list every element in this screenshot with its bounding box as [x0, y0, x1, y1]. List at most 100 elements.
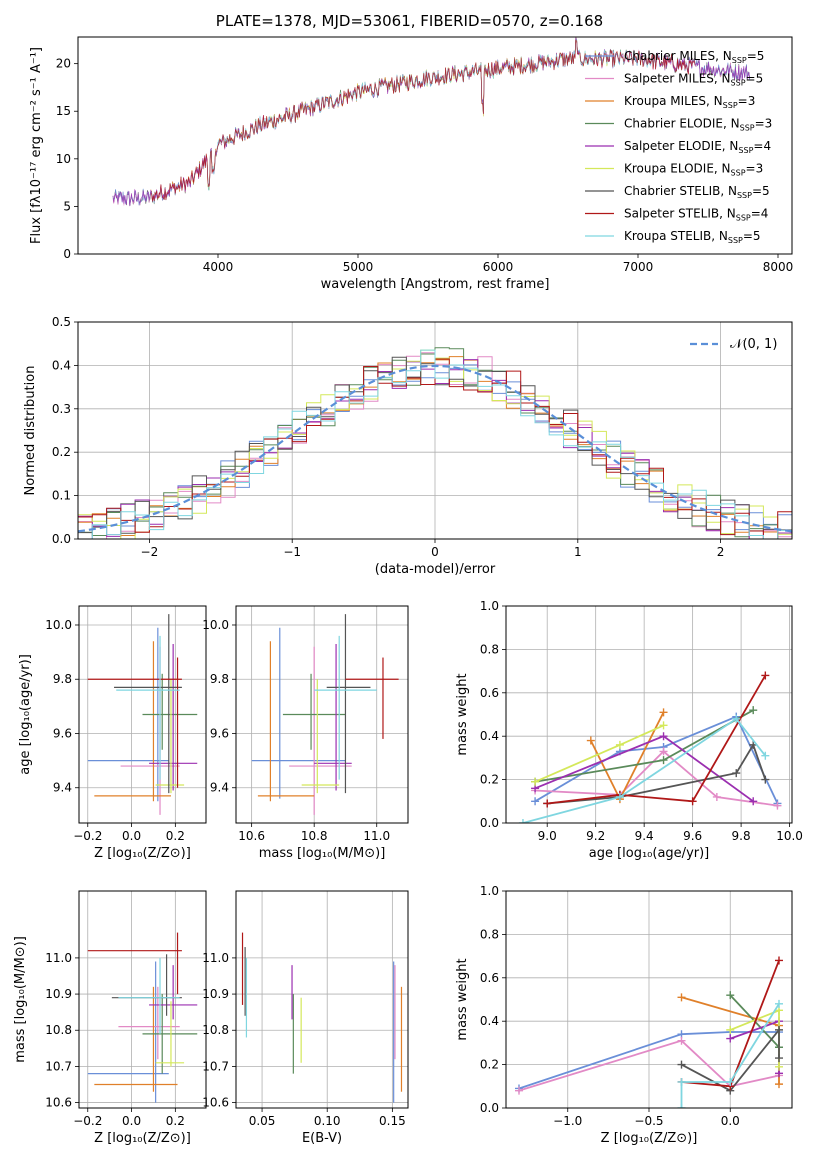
x-tick-label: 0.05 — [249, 1114, 276, 1128]
legend-label: Kroupa STELIB, NSSP=5 — [624, 229, 761, 245]
y-tick-label: 0 — [63, 247, 71, 261]
weight-marker — [677, 1036, 686, 1045]
y-tick-label: 0.0 — [52, 532, 71, 546]
legend-label: Salpeter MILES, NSSP=5 — [624, 72, 763, 88]
plot-area-mass_vs_Z — [87, 932, 198, 1103]
legend-label: 𝒩(0, 1) — [730, 337, 777, 352]
weight-marker — [531, 777, 540, 786]
plot-area-residuals — [78, 347, 792, 539]
weight-marker — [615, 792, 624, 801]
weight-marker — [677, 1104, 686, 1108]
plot-area-age_vs_mass — [251, 614, 399, 815]
y-tick-label: 11.0 — [202, 951, 229, 965]
weight-marker — [726, 991, 735, 1000]
subplot-mass_vs_EBV: 0.05 0.10 0.15 10.6 10.7 10.8 10.9 11.0 E(B-V) — [202, 890, 409, 1146]
x-tick-label: 8000 — [763, 260, 794, 274]
plot-area-mass_vs_EBV — [241, 932, 403, 1103]
y-tick-label: 10.9 — [202, 987, 229, 1001]
weight-marker — [775, 999, 783, 1008]
weight-marker — [732, 714, 741, 723]
y-tick-label: 10.6 — [202, 1096, 229, 1110]
y-tick-label: 11.0 — [45, 951, 72, 965]
weight-marker — [515, 1086, 523, 1095]
y-tick-label: 9.4 — [53, 781, 72, 795]
weight-line — [547, 674, 767, 805]
y-tick-label: 20 — [56, 57, 71, 71]
weight-marker — [761, 751, 770, 760]
y-tick-label: 0.2 — [480, 1058, 499, 1072]
weight-marker — [732, 769, 741, 778]
legend-label: Chabrier MILES, NSSP=5 — [624, 49, 764, 65]
y-tick-label: 9.6 — [53, 726, 72, 740]
x-tick-label: 4000 — [203, 260, 234, 274]
x-tick-label: 0.2 — [166, 1114, 185, 1128]
x-axis-label: Z [log₁₀(Z/Z⊙)] — [94, 846, 191, 861]
weight-marker — [726, 1034, 735, 1043]
weight-marker — [773, 801, 782, 810]
weight-line — [680, 1003, 780, 1108]
x-tick-label: 6000 — [483, 260, 514, 274]
weight-marker — [659, 708, 668, 717]
x-tick-label: −0.2 — [73, 829, 102, 843]
spectrum-line — [150, 38, 610, 203]
weight-marker — [775, 1054, 783, 1063]
subplot-residuals: −2 −1 0 1 2 0.0 0.1 0.2 0.3 0.4 0.5 (data-model)/er… — [23, 315, 793, 577]
x-tick-label: 0.2 — [166, 829, 185, 843]
y-tick-label: 9.6 — [210, 726, 229, 740]
subplot-weight_vs_Z: −1.0 −0.5 0.0 0.0 0.2 0.4 0.6 0.8 1.0 Z [log₁₀(Z/… — [455, 884, 793, 1146]
x-axis-label: age [log₁₀(age/yr)] — [589, 846, 710, 861]
weight-marker — [543, 799, 552, 808]
x-tick-label: −0.5 — [634, 1114, 663, 1128]
x-tick-label: 2 — [717, 545, 725, 559]
y-tick-label: 10.8 — [45, 1023, 72, 1037]
x-tick-label: −1 — [283, 545, 301, 559]
y-axis-label: age [log₁₀(age/yr)] — [18, 654, 33, 775]
y-tick-label: 0.2 — [52, 445, 71, 459]
legend: Chabrier MILES, NSSP=5 Salpeter MILES, NS… — [585, 49, 772, 245]
y-tick-label: 0.5 — [52, 315, 71, 329]
y-tick-label: 10.7 — [45, 1059, 72, 1073]
y-tick-label: 10.6 — [45, 1096, 72, 1110]
legend-label: Salpeter ELODIE, NSSP=4 — [624, 139, 771, 155]
weight-marker — [677, 993, 686, 1002]
x-tick-label: 1 — [574, 545, 582, 559]
y-tick-label: 0.6 — [480, 686, 499, 700]
legend-label: Chabrier ELODIE, NSSP=3 — [624, 117, 772, 133]
axes-frame — [235, 605, 409, 824]
normal-curve — [78, 364, 792, 533]
weight-line — [522, 717, 767, 823]
plot-area-weight_vs_age — [518, 671, 782, 823]
y-tick-label: 0.8 — [480, 927, 499, 941]
x-tick-label: 0.10 — [314, 1114, 341, 1128]
y-tick-label: 9.8 — [210, 672, 229, 686]
weight-marker — [775, 1062, 783, 1071]
y-tick-label: 10.9 — [45, 987, 72, 1001]
y-tick-label: 1.0 — [480, 599, 499, 613]
axes-frame — [505, 890, 793, 1109]
weight-marker — [659, 747, 668, 756]
weight-line — [518, 1031, 779, 1090]
y-tick-label: 10.7 — [202, 1059, 229, 1073]
weight-marker — [615, 740, 624, 749]
x-tick-label: 11.0 — [363, 829, 390, 843]
x-tick-label: −1.0 — [553, 1114, 582, 1128]
y-tick-label: 10.8 — [202, 1023, 229, 1037]
y-tick-label: 10.0 — [45, 618, 72, 632]
axes-frame — [77, 321, 793, 540]
y-tick-label: 9.4 — [210, 781, 229, 795]
spectrum-line — [150, 39, 696, 202]
x-tick-label: 0 — [431, 545, 439, 559]
x-tick-label: 9.0 — [538, 829, 557, 843]
x-tick-label: 0.15 — [379, 1114, 406, 1128]
legend-label: Kroupa MILES, NSSP=3 — [624, 94, 755, 110]
y-axis-label: mass weight — [455, 958, 470, 1040]
axes-frame — [235, 890, 409, 1109]
x-tick-label: 0.0 — [122, 829, 141, 843]
y-axis-label: Normed distribution — [23, 366, 38, 496]
weight-marker — [677, 1060, 686, 1069]
weight-marker — [688, 797, 697, 806]
y-tick-label: 0.2 — [480, 773, 499, 787]
y-tick-label: 0.8 — [480, 642, 499, 656]
plot-area-age_vs_Z — [87, 614, 198, 815]
